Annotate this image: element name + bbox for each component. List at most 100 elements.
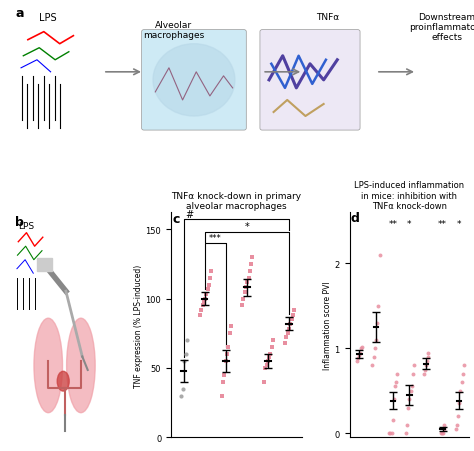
Point xyxy=(202,291,210,299)
Point xyxy=(263,362,271,369)
Point xyxy=(201,295,209,303)
Title: TNFα knock-down in primary
alveolar macrophages: TNFα knock-down in primary alveolar macr… xyxy=(171,192,301,211)
Point xyxy=(246,267,254,275)
Point xyxy=(219,378,227,386)
Point xyxy=(198,306,205,313)
Point xyxy=(356,352,363,359)
FancyBboxPatch shape xyxy=(142,31,246,131)
Text: #: # xyxy=(186,209,194,219)
Point xyxy=(454,413,462,420)
Point xyxy=(199,302,206,309)
Circle shape xyxy=(153,45,235,117)
Point xyxy=(456,387,464,395)
Text: *: * xyxy=(245,222,249,232)
Point xyxy=(389,417,397,424)
Point xyxy=(218,392,225,400)
Point xyxy=(240,295,247,303)
Point xyxy=(392,383,399,390)
Point xyxy=(387,430,394,437)
Point xyxy=(354,358,361,365)
Text: d: d xyxy=(350,211,359,224)
Point xyxy=(177,392,185,400)
Point xyxy=(456,400,463,407)
Point xyxy=(453,421,461,428)
Point xyxy=(393,370,401,377)
Point xyxy=(402,430,410,437)
Point xyxy=(285,326,293,333)
Point xyxy=(374,303,382,310)
Point xyxy=(226,330,233,337)
Point xyxy=(452,425,460,433)
Point xyxy=(404,404,412,411)
Text: c: c xyxy=(172,213,179,226)
Point xyxy=(269,337,277,344)
Point xyxy=(423,358,431,365)
Title: LPS-induced inflammation
in mice: inhibition with
TNFα knock-down: LPS-induced inflammation in mice: inhibi… xyxy=(355,181,465,211)
Circle shape xyxy=(57,372,69,391)
Point xyxy=(265,354,273,361)
Bar xyxy=(37,259,52,272)
Point xyxy=(406,396,413,403)
Point xyxy=(225,344,232,351)
Y-axis label: Inflammation score PVI: Inflammation score PVI xyxy=(323,281,332,369)
Text: a: a xyxy=(15,6,24,19)
Text: TNFα: TNFα xyxy=(317,13,340,22)
Point xyxy=(182,351,190,358)
Point xyxy=(284,330,292,337)
Point xyxy=(281,340,289,347)
Point xyxy=(262,364,269,372)
Point xyxy=(227,323,235,330)
Point xyxy=(438,430,446,437)
Point xyxy=(268,344,275,351)
Point xyxy=(371,345,379,352)
Text: Downstream
proinflammatory
effects: Downstream proinflammatory effects xyxy=(409,13,474,42)
Point xyxy=(181,358,188,365)
Point xyxy=(223,351,231,358)
Point xyxy=(370,354,378,361)
Point xyxy=(440,425,447,433)
Point xyxy=(264,358,272,365)
Point xyxy=(183,337,191,344)
Point xyxy=(248,254,256,261)
Text: **: ** xyxy=(438,219,447,228)
Point xyxy=(409,370,417,377)
Point xyxy=(407,387,414,395)
Point xyxy=(357,349,365,356)
Point xyxy=(283,334,290,341)
FancyBboxPatch shape xyxy=(260,31,360,131)
Point xyxy=(410,362,418,369)
Point xyxy=(244,279,251,286)
Text: **: ** xyxy=(388,219,397,228)
Point xyxy=(290,306,298,313)
Point xyxy=(460,362,467,369)
Point xyxy=(206,275,214,282)
Point xyxy=(204,285,211,293)
Point xyxy=(437,430,445,437)
Point xyxy=(390,396,398,403)
Point xyxy=(245,275,252,282)
Point xyxy=(373,336,380,344)
Point xyxy=(374,319,381,327)
Point xyxy=(247,261,255,268)
Point xyxy=(207,267,215,275)
Point xyxy=(267,351,274,358)
Text: ***: *** xyxy=(209,234,222,243)
Text: *: * xyxy=(407,219,411,228)
Point xyxy=(388,430,395,437)
Text: LPS: LPS xyxy=(39,13,57,23)
Point xyxy=(459,370,466,377)
Point xyxy=(421,366,429,373)
Point xyxy=(358,343,365,350)
Point xyxy=(408,383,416,390)
Point xyxy=(355,355,362,362)
Ellipse shape xyxy=(67,318,95,413)
Point xyxy=(369,362,376,369)
Text: Alveolar
macrophages: Alveolar macrophages xyxy=(143,21,204,40)
Point xyxy=(357,345,365,352)
Ellipse shape xyxy=(34,318,63,413)
Point xyxy=(286,320,294,327)
Y-axis label: TNF expression (% LPS-induced): TNF expression (% LPS-induced) xyxy=(134,264,143,387)
Point xyxy=(205,281,213,289)
Point xyxy=(420,370,428,377)
Point xyxy=(200,298,208,305)
